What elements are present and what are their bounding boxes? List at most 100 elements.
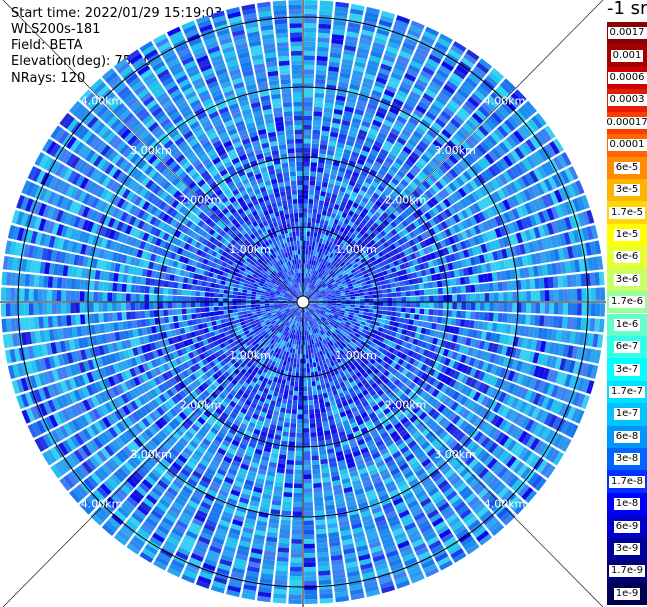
range-gate-cell (359, 299, 365, 302)
range-gate-cell (463, 196, 473, 206)
range-gate-cell (353, 313, 359, 317)
range-gate-cell (549, 191, 559, 205)
range-gate-cell (387, 365, 394, 373)
range-gate-cell (385, 399, 394, 407)
range-gate-cell (303, 423, 310, 429)
range-gate-cell (433, 302, 439, 309)
range-gate-cell (298, 344, 301, 350)
range-gate-cell (311, 274, 315, 280)
range-gate-cell (324, 288, 330, 292)
range-gate-cell (403, 348, 410, 355)
range-gate-cell (372, 309, 378, 314)
range-gate-cell (497, 466, 509, 479)
range-gate-cell (308, 304, 313, 307)
range-gate-cell (466, 153, 477, 164)
range-gate-cell (417, 437, 428, 447)
range-gate-cell (397, 222, 405, 231)
range-gate-cell (375, 281, 382, 287)
range-gate-cell (399, 203, 407, 211)
range-gate-cell (319, 379, 325, 385)
range-gate-cell (293, 502, 303, 507)
range-gate-cell (363, 288, 369, 293)
range-gate-cell (319, 280, 324, 285)
range-gate-cell (303, 455, 311, 461)
range-gate-cell (402, 432, 412, 442)
range-gate-cell (488, 193, 498, 205)
range-gate-cell (460, 57, 475, 69)
range-gate-cell (533, 423, 543, 436)
range-gate-cell (445, 436, 455, 447)
range-gate-cell (322, 284, 328, 289)
range-gate-cell (387, 325, 394, 331)
range-gate-cell (358, 222, 365, 229)
range-gate-cell (304, 13, 317, 19)
range-gate-cell (281, 510, 292, 516)
range-gate-cell (554, 234, 562, 247)
range-gate-cell (494, 333, 501, 343)
range-gate-cell (369, 225, 376, 233)
range-gate-cell (465, 182, 475, 193)
range-gate-cell (413, 320, 419, 326)
range-gate-cell (436, 316, 443, 324)
range-gate-cell (471, 461, 483, 473)
range-gate-cell (308, 298, 314, 301)
range-gate-cell (405, 254, 413, 262)
range-gate-cell (368, 98, 379, 107)
range-gate-cell (410, 134, 421, 144)
range-gate-cell (456, 362, 464, 372)
range-gate-cell (356, 319, 362, 324)
range-gate-cell (312, 241, 316, 247)
range-gate-cell (350, 296, 356, 300)
range-gate-cell (335, 290, 341, 294)
range-gate-cell (550, 221, 559, 234)
range-gate-cell (491, 444, 502, 457)
range-gate-cell (369, 94, 381, 102)
range-gate-cell (304, 277, 306, 283)
range-gate-cell (480, 171, 490, 183)
range-gate-cell (478, 340, 486, 350)
range-gate-cell (387, 273, 394, 279)
range-gate-cell (329, 52, 342, 59)
range-gate-cell (527, 472, 540, 486)
range-gate-cell (378, 19, 393, 28)
range-gate-cell (342, 244, 348, 251)
range-gate-cell (414, 284, 420, 290)
range-gate-cell (380, 255, 387, 262)
range-gate-cell (460, 385, 469, 395)
range-gate-cell (348, 131, 358, 138)
range-gate-cell (441, 433, 452, 444)
range-gate-cell (308, 296, 313, 299)
range-gate-cell (514, 428, 524, 441)
range-gate-cell (448, 76, 461, 87)
range-gate-cell (523, 403, 532, 416)
range-gate-cell (577, 377, 586, 392)
range-gate-cell (500, 186, 510, 198)
range-gate-cell (511, 280, 517, 291)
range-gate-cell (402, 323, 409, 330)
range-gate-cell (304, 27, 317, 33)
range-gate-cell (368, 128, 379, 136)
range-gate-cell (360, 332, 366, 338)
range-gate-cell (389, 383, 397, 391)
range-gate-cell (376, 257, 383, 264)
range-gate-cell (316, 308, 321, 312)
range-gate-cell (307, 305, 312, 310)
range-gate-cell (320, 135, 329, 141)
range-gate-cell (399, 346, 406, 353)
range-gate-cell (407, 350, 414, 357)
range-gate-cell (305, 287, 308, 292)
range-gate-cell (532, 265, 539, 277)
range-gate-cell (385, 246, 393, 253)
range-gate-cell (322, 224, 328, 231)
range-gate-cell (403, 318, 410, 324)
range-gate-cell (363, 325, 369, 331)
range-gate-cell (316, 65, 327, 71)
range-gate-cell (375, 172, 384, 181)
range-gate-cell (485, 516, 499, 529)
range-gate-cell (311, 292, 316, 296)
range-gate-cell (316, 533, 327, 539)
range-gate-cell (420, 214, 428, 223)
range-gate-cell (423, 315, 429, 322)
range-gate-cell (413, 228, 421, 237)
range-gate-cell (553, 451, 564, 466)
